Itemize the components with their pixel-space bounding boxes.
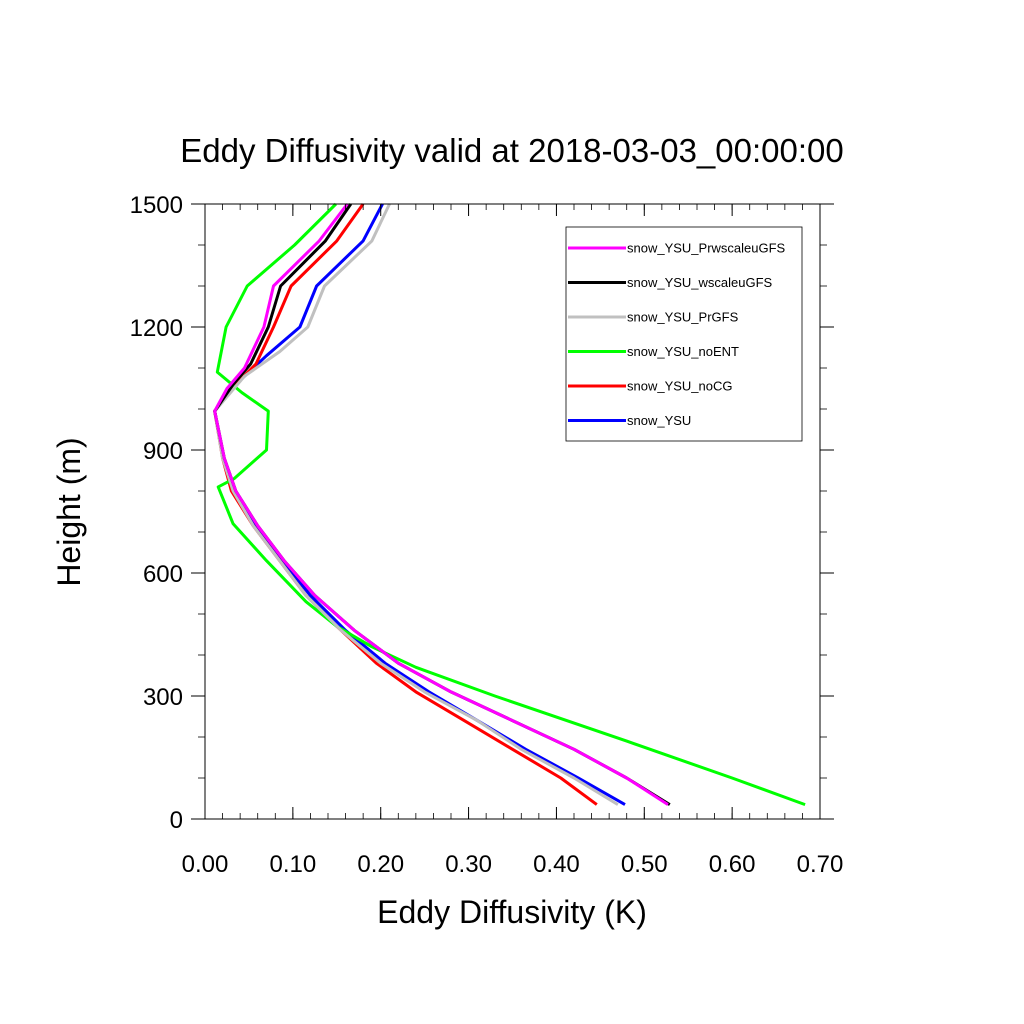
legend-label: snow_YSU_noCG bbox=[627, 379, 733, 394]
legend-box bbox=[565, 226, 803, 442]
series-line-snow_YSU bbox=[213, 203, 626, 806]
series-line-snow_YSU_PrwscaleuGFS bbox=[213, 203, 669, 806]
y-tick-label: 1200 bbox=[130, 315, 183, 342]
plot-frame bbox=[204, 203, 821, 820]
y-axis-label: Height (m) bbox=[51, 437, 87, 586]
x-axis-label: Eddy Diffusivity (K) bbox=[377, 894, 647, 930]
x-tick-label: 0.00 bbox=[182, 851, 229, 878]
x-tick-label: 0.60 bbox=[709, 851, 756, 878]
y-tick-label: 1500 bbox=[130, 192, 183, 219]
legend-label: snow_YSU_wscaleuGFS bbox=[627, 275, 773, 290]
x-tick-label: 0.20 bbox=[357, 851, 404, 878]
axis-tick-labels: 0.00 0.10 0.20 0.30 0.40 0.50 0.60 0.70 0 300 600 9… bbox=[130, 192, 844, 878]
legend-label: snow_YSU bbox=[627, 413, 691, 428]
axis-ticks bbox=[191, 203, 834, 820]
series-line-snow_YSU_PrGFS bbox=[213, 203, 619, 806]
legend-label: snow_YSU_PrwscaleuGFS bbox=[627, 241, 786, 256]
y-tick-label: 0 bbox=[170, 807, 183, 834]
x-tick-label: 0.70 bbox=[797, 851, 844, 878]
chart-title: Eddy Diffusivity valid at 2018-03-03_00:… bbox=[180, 132, 843, 169]
legend: snow_YSU_PrwscaleuGFS snow_YSU_wscaleuGFS… bbox=[565, 226, 803, 442]
x-tick-label: 0.40 bbox=[533, 851, 580, 878]
x-tick-label: 0.50 bbox=[621, 851, 668, 878]
x-tick-label: 0.30 bbox=[445, 851, 492, 878]
y-tick-label: 900 bbox=[143, 438, 183, 465]
plot-lines bbox=[213, 202, 806, 807]
y-tick-label: 300 bbox=[143, 684, 183, 711]
legend-label: snow_YSU_noENT bbox=[627, 344, 739, 359]
legend-entries: snow_YSU_PrwscaleuGFS snow_YSU_wscaleuGFS… bbox=[568, 241, 786, 428]
legend-label: snow_YSU_PrGFS bbox=[627, 310, 739, 325]
y-tick-label: 600 bbox=[143, 561, 183, 588]
series-line-snow_YSU_noENT bbox=[215, 202, 806, 807]
x-tick-label: 0.10 bbox=[269, 851, 316, 878]
